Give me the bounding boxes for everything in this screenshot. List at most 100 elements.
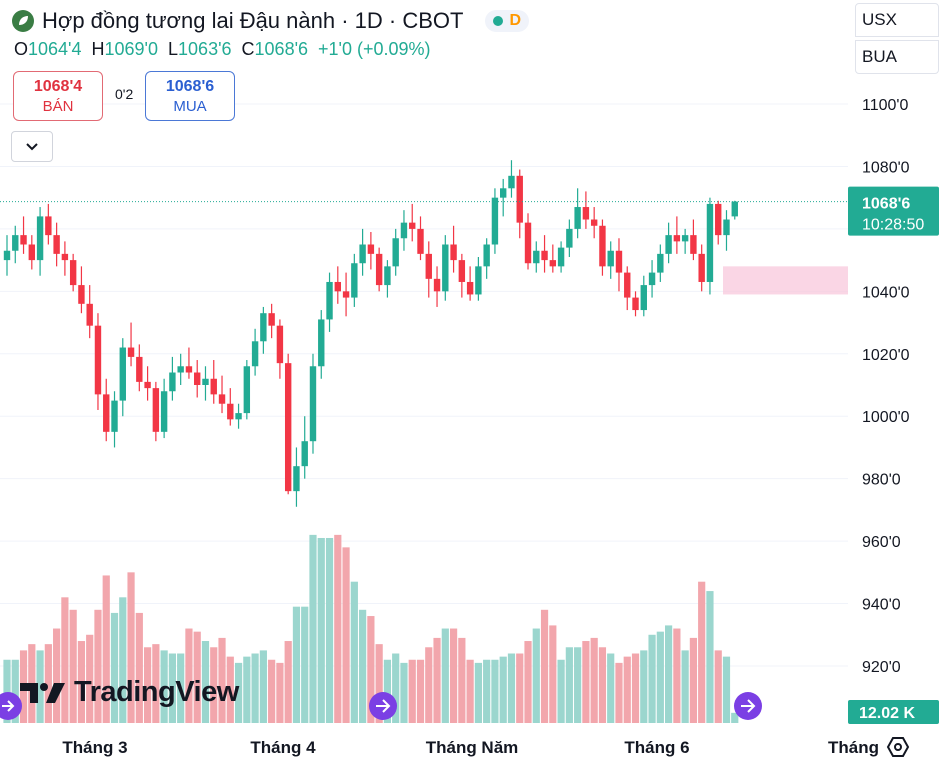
candle-body (61, 253, 69, 261)
collapse-legend-button[interactable] (11, 131, 53, 162)
candle-body (491, 197, 499, 245)
volume-bar (673, 628, 681, 723)
candle-body (351, 263, 358, 298)
candle-body (384, 266, 391, 286)
volume-bar (168, 653, 176, 723)
volume-bar (474, 662, 482, 723)
open-label: O (14, 39, 29, 59)
volume-bar (350, 581, 358, 723)
candle-body (590, 219, 598, 226)
candle-body (243, 366, 251, 414)
candle-body (218, 394, 226, 404)
candle-body (202, 378, 209, 385)
volume-bar (69, 609, 77, 723)
spread-value: 0'2 (115, 86, 134, 102)
replay-marker-mid[interactable] (369, 692, 397, 720)
candle-body (169, 372, 176, 392)
time-tick-label: Tháng (828, 738, 879, 757)
candle-body (152, 388, 160, 432)
volume-bar (656, 631, 664, 723)
volume-bar (317, 537, 325, 723)
last-price-tag (848, 186, 939, 236)
candle-body (533, 250, 540, 264)
volume-bar (507, 653, 516, 723)
volume-bar (425, 647, 433, 723)
candle-body (119, 347, 126, 401)
candle-body (185, 366, 193, 373)
volume-bar (201, 641, 210, 723)
candle-body (442, 244, 449, 292)
volume-bar (218, 637, 226, 723)
replay-marker-right[interactable] (734, 692, 762, 720)
volume-bar (392, 653, 400, 723)
candle-body (566, 228, 573, 248)
sell-button[interactable]: 1068'4 BÁN (13, 71, 103, 121)
volume-bar (532, 628, 540, 723)
time-tick-label: Tháng 4 (250, 738, 316, 757)
delayed-data-letter: D (509, 12, 521, 29)
candle-body (45, 216, 52, 236)
unit-selector[interactable]: BUA (855, 40, 939, 74)
volume-bar (234, 662, 243, 723)
volume-bar (491, 659, 499, 723)
sell-price: 1068'4 (33, 78, 83, 95)
price-tick-label: 1020'0 (862, 347, 910, 364)
volume-bar (681, 650, 689, 723)
candle-body (574, 207, 581, 229)
candle-body (723, 219, 730, 236)
price-tick-label: 980'0 (862, 472, 901, 489)
market-status-badge[interactable]: D (485, 10, 529, 32)
volume-bar (143, 647, 152, 723)
candle-body (69, 260, 77, 286)
candle-body (516, 175, 523, 223)
volume-bar (557, 659, 565, 723)
volume-bar (706, 591, 714, 723)
buy-button[interactable]: 1068'6 MUA (145, 71, 235, 121)
candle-body (367, 244, 375, 254)
candle-body (36, 216, 44, 261)
highlight-zone (723, 266, 848, 295)
price-tick-label: 1100'0 (862, 97, 908, 114)
candle-body (508, 175, 515, 189)
chart-settings-button[interactable] (886, 735, 910, 764)
arrow-right-icon (741, 699, 756, 713)
candle-body (251, 341, 259, 367)
volume-bar (731, 712, 739, 723)
symbol-title[interactable]: Hợp đồng tương lai Đậu nành · 1D · CBOT (42, 8, 464, 33)
candle-body (541, 250, 548, 261)
candle-body (293, 466, 300, 492)
time-tick-label: Tháng 3 (62, 738, 127, 757)
candle-body (549, 260, 557, 267)
buy-label: MUA (173, 98, 207, 115)
candle-body (268, 313, 275, 326)
candle-body (194, 372, 201, 385)
candle-body (375, 253, 383, 286)
candle-body (86, 303, 93, 326)
replay-marker-left[interactable] (0, 692, 22, 720)
candle-body (359, 244, 366, 264)
open-value: 1064'4 (28, 39, 82, 59)
price-tick-label: 940'0 (862, 597, 901, 614)
volume-bar (689, 637, 698, 723)
volume-bar (3, 659, 11, 723)
volume-bar (325, 537, 334, 723)
market-open-dot-icon (493, 16, 504, 26)
candle-body (334, 281, 341, 292)
currency-selector[interactable]: USX (855, 3, 939, 37)
candle-body (309, 366, 317, 442)
candle-body (160, 391, 168, 432)
volume-bar (590, 637, 598, 723)
candle-layer (3, 160, 738, 507)
candle-body (450, 244, 457, 261)
candle-body (12, 235, 19, 251)
volume-bar (119, 597, 127, 723)
candle-body (78, 285, 85, 304)
candle-body (640, 285, 647, 311)
volume-bar (408, 659, 416, 723)
time-tick-label: Tháng Năm (426, 738, 519, 757)
zone-layer (723, 266, 848, 295)
volume-bar (11, 659, 19, 723)
volume-bar (359, 609, 367, 723)
candle-body (665, 235, 672, 254)
